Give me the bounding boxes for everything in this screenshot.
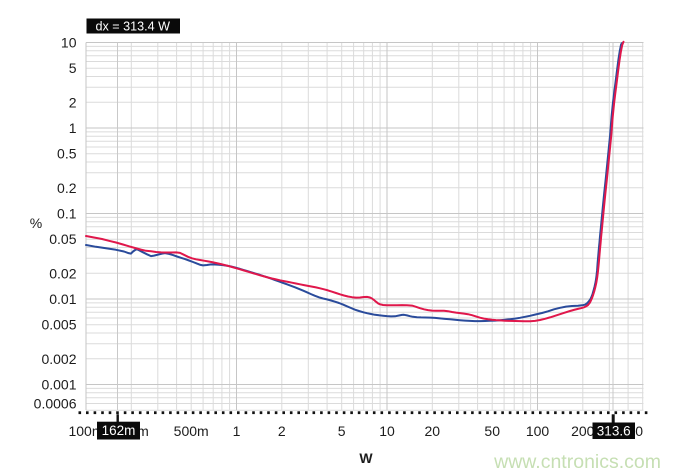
svg-text:10: 10 xyxy=(379,423,395,439)
svg-text:162m: 162m xyxy=(102,423,136,438)
svg-text:0.1: 0.1 xyxy=(57,206,77,222)
svg-text:0.0006: 0.0006 xyxy=(34,396,77,412)
svg-text:0.02: 0.02 xyxy=(49,265,76,281)
svg-text:50: 50 xyxy=(484,423,500,439)
svg-text:313.6: 313.6 xyxy=(597,423,631,438)
svg-text:0.01: 0.01 xyxy=(49,291,76,307)
svg-text:2: 2 xyxy=(278,423,286,439)
svg-text:500m: 500m xyxy=(174,423,209,439)
svg-text:%: % xyxy=(30,215,42,231)
svg-text:0.5: 0.5 xyxy=(57,146,77,162)
svg-text:dx = 313.4 W: dx = 313.4 W xyxy=(96,20,171,34)
svg-text:0.2: 0.2 xyxy=(57,180,77,196)
svg-text:0.005: 0.005 xyxy=(41,317,76,333)
svg-text:W: W xyxy=(359,450,373,466)
svg-text:20: 20 xyxy=(425,423,441,439)
svg-text:10: 10 xyxy=(61,35,77,51)
svg-text:1: 1 xyxy=(233,423,241,439)
svg-text:0.002: 0.002 xyxy=(41,351,76,367)
svg-text:100m: 100m xyxy=(68,423,103,439)
svg-text:5: 5 xyxy=(338,423,346,439)
svg-text:200: 200 xyxy=(571,423,595,439)
svg-text:1: 1 xyxy=(69,120,77,136)
svg-text:100: 100 xyxy=(526,423,550,439)
svg-text:0.05: 0.05 xyxy=(49,231,76,247)
svg-text:www.cntronics.com: www.cntronics.com xyxy=(493,451,661,473)
svg-text:5: 5 xyxy=(69,60,77,76)
svg-text:0.001: 0.001 xyxy=(41,377,76,393)
svg-text:2: 2 xyxy=(69,94,77,110)
